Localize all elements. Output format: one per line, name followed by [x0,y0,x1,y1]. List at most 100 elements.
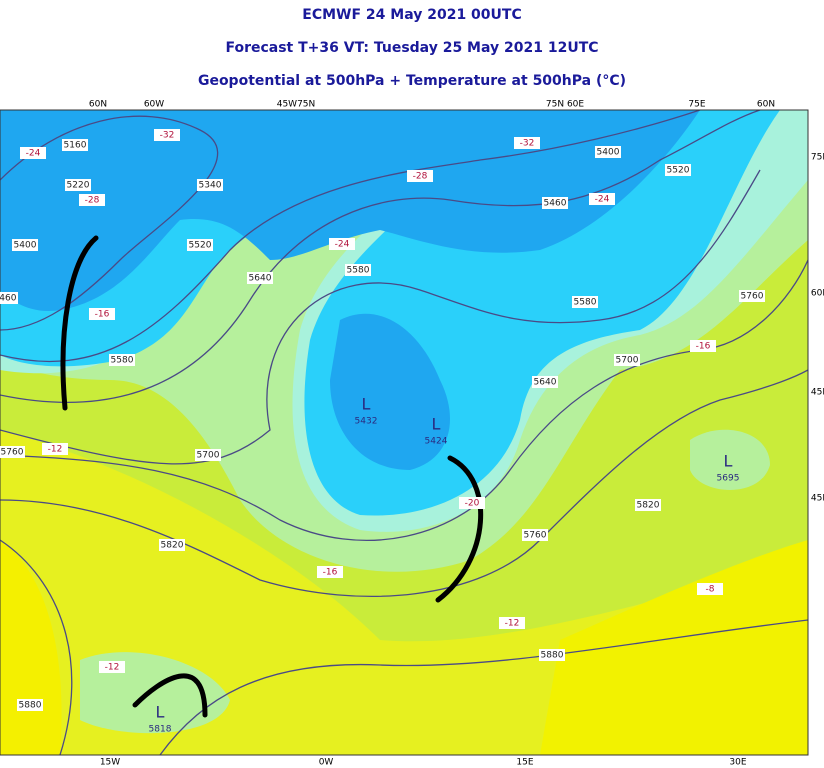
right-label: 75N [811,153,824,163]
label-bg [542,197,568,209]
height-label: 5460 [0,294,17,304]
temperature-label: -8 [706,585,715,595]
height-label: 5520 [667,166,690,176]
right-label: 60N [811,289,824,299]
label-bg [539,649,565,661]
low-value: 5695 [717,474,740,484]
low-symbol: L [432,415,441,434]
label-bg [665,164,691,176]
label-bg [197,179,223,191]
temperature-label: -16 [696,342,711,352]
height-label: 5400 [14,241,37,251]
label-bg [42,443,68,455]
fronts [60,235,484,718]
height-label: 5220 [67,181,90,191]
low-value: 5424 [425,437,448,447]
temperature-label: -12 [105,663,120,673]
label-bg [79,194,105,206]
label-bg [739,290,765,302]
height-label: 5580 [574,298,597,308]
title-line: ECMWF 24 May 2021 00UTC [302,7,522,23]
bottom-label: 15E [516,758,533,768]
low-symbol: L [156,703,165,722]
label-bg [99,661,125,673]
top-label: 60N [757,100,775,110]
bottom-label: 15W [100,758,120,768]
height-label: 5580 [347,266,370,276]
low-symbol: L [724,452,733,471]
label-bg [159,539,185,551]
label-bg [154,129,180,141]
label-bg [20,147,46,159]
label-bg [614,354,640,366]
top-label: 60W [144,100,164,110]
label-bg [89,308,115,320]
label-bg [65,179,91,191]
height-label: 5700 [197,451,220,461]
temperature-label: -28 [85,196,100,206]
temperature-label: -28 [413,172,428,182]
height-label: 5880 [19,701,42,711]
height-label: 5820 [161,541,184,551]
title-line: Forecast T+36 VT: Tuesday 25 May 2021 12… [225,40,599,56]
label-bg [532,376,558,388]
low-value: 5432 [355,417,378,427]
title-line: Geopotential at 500hPa + Temperature at … [197,73,627,89]
temperature-label: -12 [48,445,63,455]
low-value: 5818 [149,725,172,735]
bottom-label: 0W [319,758,334,768]
height-label: 5460 [544,199,567,209]
bottom-label: 30E [729,758,746,768]
label-bg [595,146,621,158]
temperature-label: -24 [335,240,350,250]
label-bg [0,446,25,458]
right-label: 45N [811,388,824,398]
label-bg [572,296,598,308]
label-bg [407,170,433,182]
temperature-label: -16 [323,568,338,578]
contour-lines [0,110,808,755]
height-label: 5640 [534,378,557,388]
temperature-label: -32 [520,139,535,149]
label-bg [17,699,43,711]
label-bg [459,497,485,509]
height-label: 5640 [249,274,272,284]
label-bg [12,239,38,251]
low-symbol: L [362,395,371,414]
label-bg [522,529,548,541]
height-label: 5160 [64,141,87,151]
label-bg [697,583,723,595]
temperature-label: -24 [595,195,610,205]
label-bg [62,139,88,151]
label-bg [499,617,525,629]
temperature-label: -16 [95,310,110,320]
top-label: 45W75N [277,100,316,110]
height-label: 5880 [541,651,564,661]
height-label: 5760 [524,531,547,541]
top-label: 75N 60E [546,100,584,110]
height-label: 5340 [199,181,222,191]
height-label: 5760 [741,292,764,302]
label-bg [514,137,540,149]
label-bg [247,272,273,284]
label-bg [317,566,343,578]
map-fields [0,110,808,755]
height-label: 5400 [597,148,620,158]
label-bg [187,239,213,251]
right-label: 45N [811,494,824,504]
map-frame [0,109,809,756]
height-label: 5760 [1,448,24,458]
temperature-label: -32 [160,131,175,141]
temperature-label: -20 [465,499,480,509]
label-bg [329,238,355,250]
label-bg [0,292,18,304]
top-label: 75E [688,100,705,110]
height-label: 5580 [111,356,134,366]
label-bg [345,264,371,276]
height-label: 5700 [616,356,639,366]
label-bg [589,193,615,205]
height-label: 5820 [637,501,660,511]
top-label: 60N [89,100,107,110]
